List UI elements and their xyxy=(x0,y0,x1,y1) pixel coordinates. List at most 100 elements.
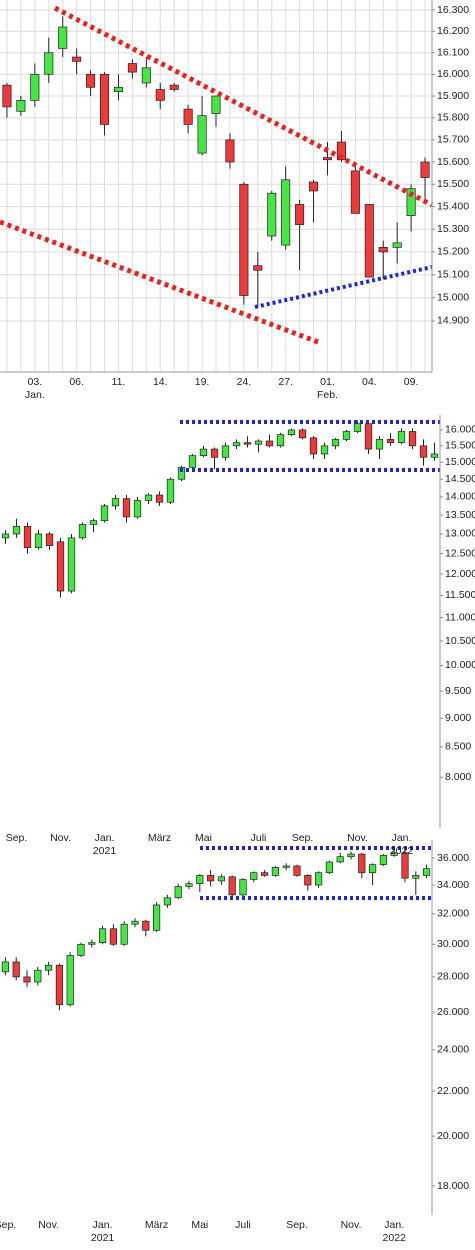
y-tick-label: 15.300 xyxy=(437,223,469,235)
x-tick-label: 27. xyxy=(278,376,293,388)
candle-body xyxy=(163,897,171,906)
y-tick-label: 15.800 xyxy=(437,112,469,124)
candle-body xyxy=(250,872,258,880)
candle-body xyxy=(423,868,431,876)
candle-body xyxy=(23,525,32,548)
support-line xyxy=(0,219,319,345)
candle-body xyxy=(281,179,291,246)
candle-body xyxy=(155,89,165,101)
candle-body xyxy=(287,429,296,436)
x-tick-label: Sep. xyxy=(0,1219,16,1231)
candle-body xyxy=(254,440,263,445)
y-tick-label: 16.000 xyxy=(437,68,469,80)
x-tick-label: Nov. xyxy=(50,832,71,844)
candle-body xyxy=(153,904,161,931)
candle-body xyxy=(322,157,333,161)
x-tick-label: 14. xyxy=(153,376,168,388)
candle-body xyxy=(253,265,263,271)
candle-body xyxy=(267,192,277,237)
y-tick-label: 15.100 xyxy=(437,269,469,281)
x-tick-label: Sep. xyxy=(6,832,28,844)
y-tick-label: 32.000 xyxy=(437,908,469,920)
candle-body xyxy=(364,423,373,450)
candle-body xyxy=(142,920,150,931)
candle-body xyxy=(298,429,307,439)
candle-body xyxy=(113,86,123,93)
candle-body xyxy=(166,478,175,503)
x-tick-label: 09. xyxy=(404,376,419,388)
candle-body xyxy=(225,139,235,163)
x-tick-label: Jan. xyxy=(95,832,115,844)
candle-body xyxy=(111,498,120,507)
candle-body xyxy=(353,423,362,432)
x-tick-label: 11. xyxy=(112,376,126,388)
y-tick-label: 28.000 xyxy=(437,971,469,983)
candle-body xyxy=(358,853,366,874)
candle-body xyxy=(293,865,301,876)
x-tick-label: Juli xyxy=(235,1219,251,1231)
candle-body xyxy=(127,63,137,73)
candle-body xyxy=(1,961,9,973)
x-tick-label: Jan. xyxy=(384,1219,404,1231)
x-tick-label: Nov. xyxy=(38,1219,59,1231)
candle-body xyxy=(188,455,197,468)
support-line-blue xyxy=(254,265,433,309)
candle-body xyxy=(392,242,402,248)
y-tick-label: 15.000 xyxy=(437,292,469,304)
x-tick-label: 03. xyxy=(28,376,43,388)
candle-body xyxy=(243,442,252,445)
candle-body xyxy=(375,439,384,450)
candle-body xyxy=(177,466,186,480)
y-tick-label: 14.500 xyxy=(445,473,475,485)
y-tick-label: 34.000 xyxy=(437,879,469,891)
candle-body xyxy=(295,204,305,226)
candle-body xyxy=(386,439,395,443)
y-tick-label: 10.000 xyxy=(445,659,475,671)
x-tick-label: Sep. xyxy=(286,1219,308,1231)
candle-body xyxy=(211,95,221,114)
candle-body xyxy=(304,875,312,886)
x-sublabel: 2022 xyxy=(383,1232,407,1244)
candle-body xyxy=(406,188,416,217)
y-tick-label: 20.000 xyxy=(437,1130,469,1142)
y-tick-label: 16.300 xyxy=(437,4,469,16)
y-tick-label: 15.000 xyxy=(445,456,475,468)
candle-body xyxy=(232,442,241,447)
candle-body xyxy=(34,969,42,983)
x-tick-label: Nov. xyxy=(341,1219,362,1231)
candle-body xyxy=(55,964,63,1006)
y-tick-label: 12.500 xyxy=(445,547,475,559)
candle-body xyxy=(1,533,10,539)
candle-body xyxy=(122,498,131,518)
candle-body xyxy=(397,431,406,443)
candle-body xyxy=(271,866,279,876)
candle-body xyxy=(12,961,20,978)
candle-body xyxy=(185,883,193,887)
candle-body xyxy=(408,431,417,447)
y-tick-label: 16.100 xyxy=(437,47,469,59)
y-tick-label: 14.900 xyxy=(437,315,469,327)
candle-body xyxy=(2,84,12,108)
x-tick-label: Nov. xyxy=(347,832,368,844)
candle-body xyxy=(89,520,98,525)
candle-body xyxy=(144,494,153,501)
y-tick-label: 36.000 xyxy=(437,852,469,864)
x-tick-label: 24. xyxy=(237,376,252,388)
y-tick-label: 22.000 xyxy=(437,1085,469,1097)
x-tick-label: 06. xyxy=(69,376,84,388)
y-tick-label: 15.900 xyxy=(437,90,469,102)
candle-body xyxy=(401,852,409,879)
x-sublabel: 2022 xyxy=(390,845,414,857)
y-tick-label: 24.000 xyxy=(437,1044,469,1056)
y-tick-label: 30.000 xyxy=(437,938,469,950)
candle-body xyxy=(276,434,285,447)
candle-body xyxy=(210,448,219,458)
candle-body xyxy=(347,853,355,858)
x-sublabel: 2021 xyxy=(93,845,117,857)
x-sublabel: Feb. xyxy=(317,389,338,401)
candle-body xyxy=(66,955,74,1006)
x-tick-label: Mai xyxy=(195,832,212,844)
y-tick-label: 15.400 xyxy=(437,200,469,212)
